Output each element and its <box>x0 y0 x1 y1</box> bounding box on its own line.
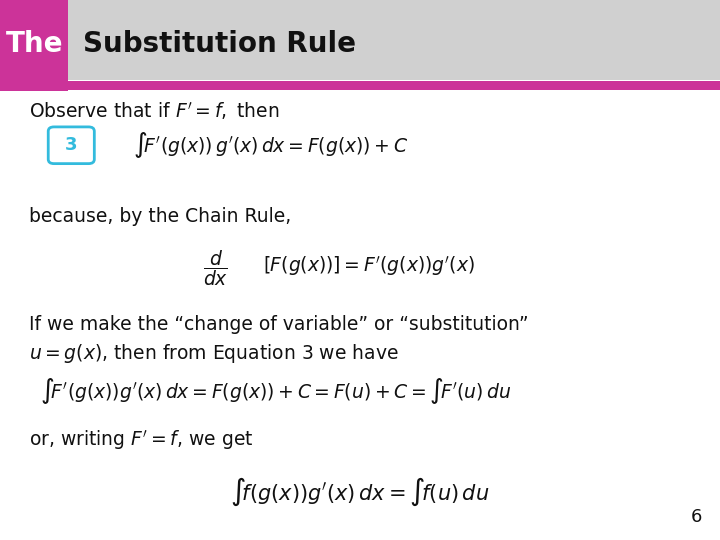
Text: Observe that if $F' = f,$ then: Observe that if $F' = f,$ then <box>29 100 279 122</box>
Text: $[F(g(x))] = F'(g(x))g'(x)$: $[F(g(x))] = F'(g(x))g'(x)$ <box>263 254 474 278</box>
FancyBboxPatch shape <box>48 127 94 164</box>
Text: 6: 6 <box>690 509 702 526</box>
Text: 3: 3 <box>65 136 78 154</box>
FancyBboxPatch shape <box>0 0 68 91</box>
Text: If we make the “change of variable” or “substitution”: If we make the “change of variable” or “… <box>29 314 528 334</box>
FancyBboxPatch shape <box>0 81 720 90</box>
Text: $\int\!F'(g(x))g'(x)\, dx = F(g(x)) + C = F(u) + C = \int\!F'(u)\, du$: $\int\!F'(g(x))g'(x)\, dx = F(g(x)) + C … <box>40 376 510 407</box>
Text: $\int\!f(g(x))g'(x)\, dx = \int\!f(u)\, du$: $\int\!f(g(x))g'(x)\, dx = \int\!f(u)\, … <box>230 475 490 508</box>
Text: $\dfrac{d}{dx}$: $\dfrac{d}{dx}$ <box>204 248 228 288</box>
Text: Substitution Rule: Substitution Rule <box>83 30 356 58</box>
FancyBboxPatch shape <box>0 0 720 80</box>
Text: or, writing $F' = f$, we get: or, writing $F' = f$, we get <box>29 428 253 452</box>
Text: $u = g(x)$, then from Equation 3 we have: $u = g(x)$, then from Equation 3 we have <box>29 342 399 365</box>
Text: The: The <box>6 30 63 58</box>
Text: because, by the Chain Rule,: because, by the Chain Rule, <box>29 206 291 226</box>
Text: $\int\!F'(g(x))\, g'(x)\, dx = F(g(x)) + C$: $\int\!F'(g(x))\, g'(x)\, dx = F(g(x)) +… <box>133 130 408 160</box>
